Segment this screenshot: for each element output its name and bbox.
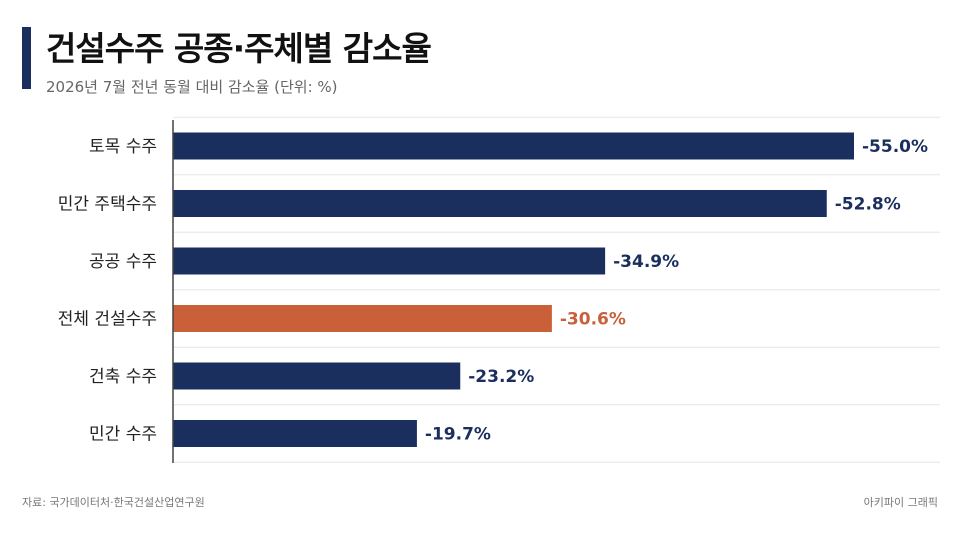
value-label: -19.7% xyxy=(425,425,491,445)
value-label: -34.9% xyxy=(613,252,679,272)
bar-5 xyxy=(173,420,417,447)
category-label: 공공 수주 xyxy=(89,252,157,272)
bar-2 xyxy=(173,247,606,275)
bar-3 xyxy=(173,305,552,332)
category-label: 토목 수주 xyxy=(89,137,157,157)
category-label: 민간 주택수주 xyxy=(58,195,157,215)
bar-4 xyxy=(173,362,461,390)
value-label: -55.0% xyxy=(862,137,928,157)
category-label: 전체 건설수주 xyxy=(58,310,157,330)
chart-title: 건설수주 공종·주체별 감소율 xyxy=(46,29,432,68)
value-label: -30.6% xyxy=(560,310,626,330)
chart-subtitle: 2026년 7월 전년 동월 대비 감소율 (단위: %) xyxy=(46,78,338,96)
bar-1 xyxy=(173,190,827,217)
value-label: -52.8% xyxy=(835,195,901,215)
category-label: 민간 수주 xyxy=(89,425,157,445)
source-note: 자료: 국가데이터처·한국건설산업연구원 xyxy=(22,496,205,509)
value-label: -23.2% xyxy=(468,367,534,387)
credit-note: 아키파이 그래픽 xyxy=(863,496,938,509)
category-label: 건축 수주 xyxy=(89,367,157,387)
bar-0 xyxy=(173,132,854,160)
title-accent-bar xyxy=(22,27,31,89)
